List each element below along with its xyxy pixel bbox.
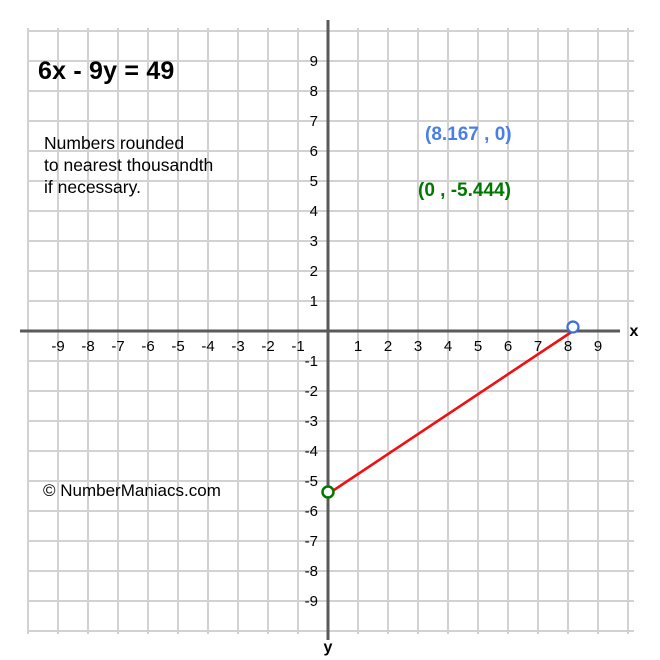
svg-text:-9: -9 xyxy=(51,338,64,355)
x-intercept-marker xyxy=(566,320,580,334)
x-intercept-label: (8.167 , 0) xyxy=(425,124,512,145)
svg-text:-5: -5 xyxy=(305,473,318,490)
svg-text:8: 8 xyxy=(310,83,318,100)
svg-text:2: 2 xyxy=(384,338,392,355)
svg-text:4: 4 xyxy=(444,338,452,355)
x-axis-title: x xyxy=(630,323,639,340)
svg-text:1: 1 xyxy=(354,338,362,355)
svg-text:7: 7 xyxy=(534,338,542,355)
svg-text:3: 3 xyxy=(414,338,422,355)
svg-text:-4: -4 xyxy=(201,338,214,355)
rounding-note: Numbers rounded to nearest thousandth if… xyxy=(44,133,214,197)
svg-text:-2: -2 xyxy=(305,383,318,400)
svg-text:-8: -8 xyxy=(81,338,94,355)
equation-line xyxy=(327,329,574,496)
y-axis-tick-labels: 9 8 7 6 5 4 3 2 1 -1 -2 -3 -4 -5 -6 -7 -… xyxy=(305,53,318,610)
svg-text:-7: -7 xyxy=(111,338,124,355)
svg-text:3: 3 xyxy=(310,233,318,250)
svg-text:-3: -3 xyxy=(305,413,318,430)
svg-text:5: 5 xyxy=(310,173,318,190)
copyright-notice: © NumberManiacs.com xyxy=(43,481,221,500)
svg-text:1: 1 xyxy=(310,293,318,310)
svg-text:4: 4 xyxy=(310,203,318,220)
svg-text:-1: -1 xyxy=(305,353,318,370)
svg-text:6: 6 xyxy=(310,143,318,160)
svg-text:-5: -5 xyxy=(171,338,184,355)
svg-text:2: 2 xyxy=(310,263,318,280)
svg-text:-3: -3 xyxy=(231,338,244,355)
svg-text:7: 7 xyxy=(310,113,318,130)
page-title: 6x - 9y = 49 xyxy=(38,57,175,85)
svg-text:-8: -8 xyxy=(305,563,318,580)
y-intercept-label: (0 , -5.444) xyxy=(418,180,511,201)
svg-text:5: 5 xyxy=(474,338,482,355)
svg-text:8: 8 xyxy=(564,338,572,355)
x-axis-tick-labels: -9 -8 -7 -6 -5 -4 -3 -2 -1 1 2 3 4 5 6 7… xyxy=(51,338,602,355)
svg-text:-9: -9 xyxy=(305,593,318,610)
svg-text:-1: -1 xyxy=(291,338,304,355)
svg-text:-4: -4 xyxy=(305,443,318,460)
y-intercept-marker xyxy=(321,485,335,499)
svg-text:-2: -2 xyxy=(261,338,274,355)
svg-text:6: 6 xyxy=(504,338,512,355)
axes xyxy=(20,20,620,640)
svg-text:-6: -6 xyxy=(141,338,154,355)
svg-text:9: 9 xyxy=(594,338,602,355)
svg-text:-7: -7 xyxy=(305,533,318,550)
svg-text:9: 9 xyxy=(310,53,318,70)
y-axis-title: y xyxy=(324,639,333,656)
svg-text:-6: -6 xyxy=(305,503,318,520)
